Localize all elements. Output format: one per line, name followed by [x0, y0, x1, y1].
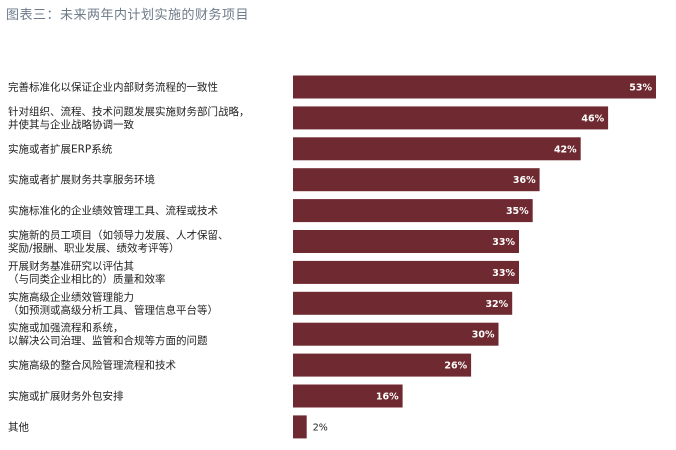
- category-label-8-line-1: 以解决公司治理、监管和合规等方面的问题: [8, 334, 208, 347]
- category-label-2: 实施或者扩展ERP系统: [8, 142, 113, 155]
- value-label-10: 16%: [376, 392, 399, 403]
- category-label-8-line-0: 实施或加强流程和系统，: [8, 321, 124, 334]
- value-label-2: 42%: [554, 144, 577, 155]
- bar-9: [293, 353, 472, 377]
- value-label-7: 32%: [485, 299, 508, 310]
- bar-4: [293, 199, 533, 223]
- category-label-4: 实施标准化的企业绩效管理工具、流程或技术: [8, 204, 218, 217]
- value-label-8: 30%: [472, 330, 495, 341]
- bar-5: [293, 230, 519, 253]
- category-label-7-line-1: （如预测或高级分析工具、管理信息平台等）: [8, 303, 218, 316]
- category-label-5-line-1: 奖励/报酬、职业发展、绩效考评等）: [8, 242, 180, 255]
- bar-3: [293, 168, 540, 192]
- bar-10: [293, 384, 403, 408]
- category-label-1-line-0: 针对组织、流程、技术问题发展实施财务部门战略，: [8, 105, 250, 118]
- bar-11: [293, 415, 307, 439]
- category-label-6-line-0: 开展财务基准研究以评估其: [8, 259, 134, 272]
- value-label-9: 26%: [444, 361, 467, 372]
- bar-7: [293, 291, 513, 315]
- bar-6: [293, 260, 519, 284]
- value-label-0: 53%: [629, 83, 652, 94]
- chart-title: 图表三：未来两年内计划实施的财务项目: [6, 8, 250, 23]
- category-label-7-line-0: 实施高级企业绩效管理能力: [8, 290, 134, 303]
- category-label-1-line-1: 并使其与企业战略协调一致: [8, 118, 134, 131]
- bar-2: [293, 137, 581, 161]
- value-label-1: 46%: [581, 113, 604, 124]
- bar-8: [293, 322, 499, 346]
- category-label-9: 实施高级的整合风险管理流程和技术: [8, 359, 176, 372]
- value-label-5: 33%: [492, 237, 515, 248]
- bar-0: [293, 75, 656, 99]
- value-label-6: 33%: [492, 268, 515, 279]
- bar-1: [293, 106, 609, 130]
- category-label-5-line-0: 实施新的员工项目（如领导力发展、人才保留、: [8, 229, 229, 242]
- category-label-11: 其他: [8, 420, 29, 433]
- value-label-3: 36%: [513, 175, 536, 186]
- category-label-6-line-1: （与同类企业相比的）质量和效率: [8, 272, 166, 285]
- value-label-4: 35%: [506, 206, 529, 217]
- category-label-3: 实施或者扩展财务共享服务环境: [8, 173, 155, 186]
- value-label-11: 2%: [313, 422, 328, 433]
- category-label-0: 完善标准化以保证企业内部财务流程的一致性: [8, 81, 218, 94]
- category-label-10: 实施或扩展财务外包安排: [8, 390, 124, 403]
